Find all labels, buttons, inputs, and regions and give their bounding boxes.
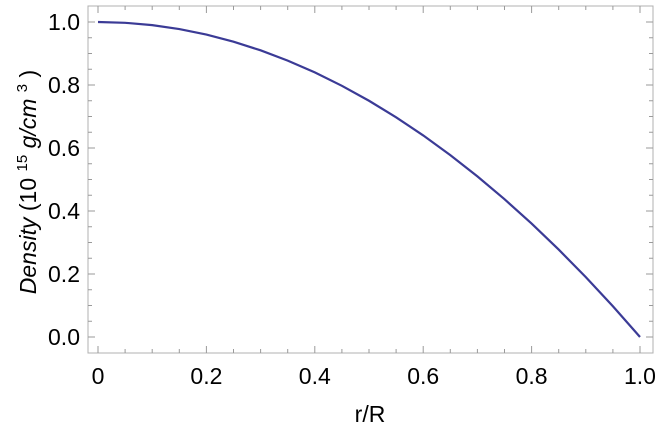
x-axis-title: r/R xyxy=(355,401,386,427)
series-line xyxy=(97,20,641,338)
y-tick-label: 0.6 xyxy=(48,135,80,161)
x-tick-label: 0.8 xyxy=(516,363,548,389)
plot-frame xyxy=(87,5,654,354)
x-tick-label: 0 xyxy=(92,363,105,389)
x-tick-label: 0.2 xyxy=(190,363,222,389)
x-tick-label: 0.6 xyxy=(407,363,439,389)
y-axis-title-suffix: ) xyxy=(15,70,41,78)
x-tick-label: 1.0 xyxy=(624,363,656,389)
axis-ticks xyxy=(88,6,653,353)
y-axis-title-exp2: 3 xyxy=(14,84,31,92)
y-axis-title-unit: g/cm xyxy=(15,99,41,149)
y-tick-label: 0.8 xyxy=(48,72,80,98)
y-axis-title-prefix: (10 xyxy=(15,178,41,211)
y-tick-label: 1.0 xyxy=(48,9,80,35)
y-axis-title-exp1: 15 xyxy=(14,155,31,172)
y-axis-title-main: Density xyxy=(15,216,41,294)
axis-tick-labels: 0 0.2 0.4 0.6 0.8 1.0 0.0 0.2 0.4 0.6 0.8 1.0 xyxy=(48,9,656,389)
x-tick-label: 0.4 xyxy=(299,363,331,389)
y-tick-label: 0.4 xyxy=(48,198,80,224)
y-tick-label: 0.0 xyxy=(48,324,80,350)
y-tick-label: 0.2 xyxy=(48,261,80,287)
y-axis-title: Density (10 15 g/cm 3 ) xyxy=(6,70,41,294)
